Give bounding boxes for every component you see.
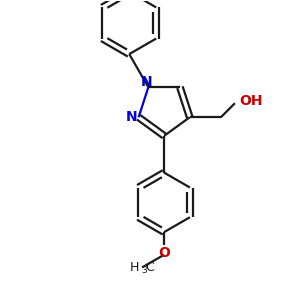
Text: C: C	[146, 261, 154, 274]
Text: N: N	[141, 75, 153, 89]
Text: N: N	[126, 110, 137, 124]
Text: H: H	[130, 261, 139, 274]
Text: O: O	[158, 246, 170, 260]
Text: 3: 3	[141, 266, 147, 275]
Text: OH: OH	[239, 94, 262, 108]
